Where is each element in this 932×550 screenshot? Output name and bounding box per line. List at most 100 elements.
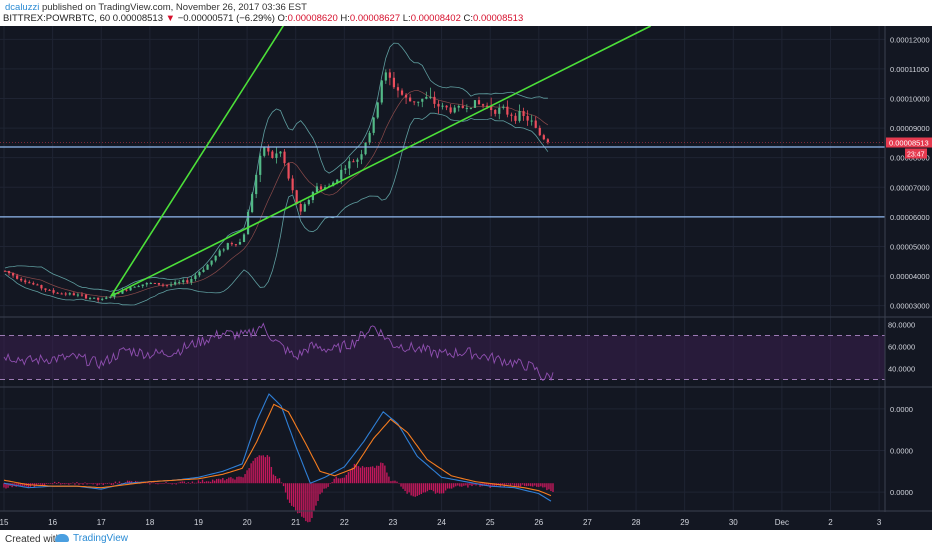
macd-histogram-bar bbox=[189, 482, 192, 484]
candle-body bbox=[287, 163, 290, 179]
candle-body bbox=[319, 186, 323, 190]
macd-histogram-bar bbox=[367, 467, 370, 484]
candle-body bbox=[518, 111, 521, 121]
symbol-label: BITTREX:POWRBTC, 60 bbox=[3, 13, 111, 24]
macd-histogram-bar bbox=[475, 483, 477, 486]
candle-body bbox=[263, 146, 266, 156]
macd-histogram-bar bbox=[220, 479, 222, 484]
macd-histogram-bar bbox=[76, 482, 78, 484]
macd-histogram-bar bbox=[207, 481, 210, 484]
price-tick-label: 0.00011000 bbox=[890, 65, 929, 74]
candle-body bbox=[238, 242, 242, 245]
signal-line bbox=[3, 403, 552, 497]
macd-histogram-bar bbox=[388, 476, 390, 484]
low-value: 0.00008402 bbox=[410, 13, 461, 24]
macd-histogram-bar bbox=[102, 483, 104, 486]
candle-body bbox=[465, 107, 468, 109]
macd-histogram-bar bbox=[286, 483, 289, 500]
macd-histogram-bar bbox=[153, 482, 155, 484]
candle-body bbox=[210, 260, 213, 265]
candle-body bbox=[48, 289, 51, 291]
candle-body bbox=[255, 174, 258, 195]
price-tick-label: 0.00004000 bbox=[890, 272, 930, 281]
macd-histogram-bar bbox=[396, 481, 398, 484]
candle-body bbox=[251, 194, 254, 213]
macd-histogram-bar bbox=[532, 483, 534, 487]
macd-histogram-bar bbox=[463, 483, 465, 486]
macd-histogram-bar bbox=[394, 480, 396, 484]
tradingview-brand: TradingView bbox=[73, 533, 129, 544]
candle-body bbox=[202, 269, 205, 272]
macd-histogram-bar bbox=[23, 483, 25, 487]
macd-histogram-bar bbox=[218, 478, 220, 484]
bollinger-lower bbox=[4, 112, 549, 306]
candle-body bbox=[384, 72, 387, 81]
macd-histogram-bar bbox=[347, 472, 350, 484]
candle-body bbox=[157, 282, 161, 285]
candle-body bbox=[376, 102, 379, 118]
macd-histogram-bar bbox=[325, 483, 327, 489]
macd-histogram-bar bbox=[351, 467, 354, 484]
macd-histogram-bar bbox=[527, 483, 530, 486]
candle-body bbox=[16, 275, 19, 279]
macd-histogram-bar bbox=[424, 483, 427, 493]
macd-histogram-bar bbox=[19, 483, 21, 487]
candle-body bbox=[494, 110, 497, 114]
macd-histogram-bar bbox=[262, 455, 265, 484]
macd-histogram-bar bbox=[280, 482, 283, 484]
macd-histogram-bar bbox=[240, 476, 242, 484]
macd-histogram-bar bbox=[540, 483, 542, 487]
macd-histogram-bar bbox=[384, 465, 386, 484]
macd-histogram-bar bbox=[436, 483, 439, 493]
rsi-tick-label: 80.0000 bbox=[888, 321, 915, 330]
x-tick-label: 18 bbox=[145, 518, 154, 527]
macd-histogram-bar bbox=[203, 481, 206, 484]
macd-histogram-bar bbox=[179, 481, 181, 484]
macd-histogram-bar bbox=[120, 483, 123, 484]
macd-histogram-bar bbox=[110, 483, 113, 485]
x-tick-label: 29 bbox=[680, 518, 689, 527]
candle-body bbox=[392, 77, 396, 88]
macd-histogram-bar bbox=[365, 466, 368, 484]
macd-histogram-bar bbox=[130, 481, 133, 484]
candle-body bbox=[404, 94, 408, 98]
macd-histogram-bar bbox=[201, 479, 204, 484]
macd-histogram-bar bbox=[199, 481, 202, 484]
macd-histogram-bar bbox=[112, 483, 115, 485]
macd-histogram-bar bbox=[68, 483, 70, 485]
candle-body bbox=[88, 298, 92, 300]
macd-histogram-bar bbox=[195, 482, 198, 484]
macd-histogram-bar bbox=[232, 478, 234, 484]
macd-histogram-bar bbox=[252, 460, 254, 484]
drawing-lines[interactable] bbox=[0, 26, 885, 297]
candle-body bbox=[445, 105, 448, 108]
macd-histogram-bar bbox=[278, 478, 281, 484]
macd-histogram-bar bbox=[274, 475, 277, 484]
tradingview-logo[interactable]: TradingView bbox=[55, 533, 128, 544]
macd-histogram-bar bbox=[519, 483, 522, 487]
candle-body bbox=[546, 139, 549, 143]
candle-body bbox=[498, 107, 501, 114]
chart-area[interactable]: 15 16 17 18 19 20 21 22 23 24 25 26 27 28 29 30 Dec 2 30.0… bbox=[0, 26, 932, 530]
macd-histogram-bar bbox=[66, 483, 68, 484]
macd-histogram-bar bbox=[471, 483, 473, 487]
candle-body bbox=[101, 298, 104, 300]
macd-histogram-bar bbox=[258, 455, 260, 484]
candle-body bbox=[279, 151, 282, 154]
macd-histogram-bar bbox=[74, 483, 76, 485]
author-link[interactable]: dcaluzzi bbox=[5, 2, 40, 13]
candle-body bbox=[409, 97, 412, 102]
rsi-band-layer bbox=[0, 335, 885, 380]
x-tick-label: 26 bbox=[534, 518, 543, 527]
macd-histogram-bar bbox=[288, 483, 291, 503]
x-tick-label: 25 bbox=[486, 518, 495, 527]
macd-histogram-bar bbox=[444, 483, 447, 491]
candle-body bbox=[429, 96, 432, 98]
macd-histogram-bar bbox=[353, 463, 356, 484]
macd-histogram-bar bbox=[369, 466, 372, 484]
macd-histogram-bar bbox=[432, 483, 435, 492]
macd-histogram-bar bbox=[485, 483, 487, 486]
candle-body bbox=[141, 284, 144, 287]
macd-histogram-bar bbox=[193, 482, 196, 484]
candle-body bbox=[129, 287, 132, 291]
